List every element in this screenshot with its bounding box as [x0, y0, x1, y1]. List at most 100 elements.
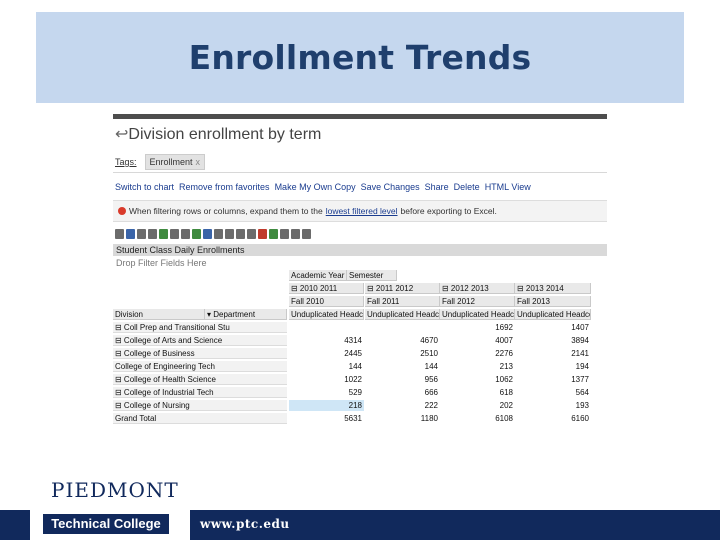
refresh-icon[interactable] — [269, 229, 278, 239]
slide-title: Enrollment Trends — [188, 38, 532, 77]
pivot-cell[interactable]: 1022 — [344, 375, 362, 384]
pivot-cell[interactable]: 618 — [499, 388, 513, 397]
pivot-cell[interactable]: 144 — [424, 362, 438, 371]
remove-from-favorites-link[interactable]: Remove from favorites — [179, 182, 270, 192]
year-column-header[interactable]: ⊟ 2010 2011 — [289, 283, 364, 294]
pivot-cell[interactable]: 529 — [348, 388, 362, 397]
format-icon[interactable] — [247, 229, 256, 239]
sort-icon[interactable] — [170, 229, 179, 239]
drop-filter-zone[interactable]: Drop Filter Fields Here — [116, 258, 207, 268]
warning-icon — [118, 207, 126, 215]
division-row-label[interactable]: ⊟ College of Arts and Science — [113, 335, 287, 346]
pivot-cell[interactable]: 4670 — [420, 336, 438, 345]
division-row-label[interactable]: ⊟ College of Nursing — [113, 400, 287, 411]
pivot-cell[interactable]: 564 — [575, 388, 589, 397]
pivot-cell[interactable]: 956 — [424, 375, 438, 384]
academic-year-field-header[interactable]: Academic Year ▾ — [289, 270, 347, 281]
year-column-header[interactable]: ⊟ 2012 2013 — [440, 283, 515, 294]
division-row-label[interactable]: Grand Total — [113, 413, 287, 424]
pivot-cell[interactable] — [365, 322, 440, 333]
division-row-header[interactable]: Division — [113, 309, 205, 320]
expand-icon[interactable] — [203, 229, 212, 239]
swap-axes-icon[interactable] — [192, 229, 201, 239]
pivot-cell[interactable]: 222 — [424, 401, 438, 410]
pivot-cell[interactable]: 144 — [348, 362, 362, 371]
lowest-filtered-level-link[interactable]: lowest filtered level — [325, 206, 398, 216]
report-title-text: Division enrollment by term — [128, 126, 322, 143]
footer-bar-left — [0, 510, 30, 540]
copy-icon[interactable] — [137, 229, 146, 239]
report-screenshot: ↩Division enrollment by term Tags: Enrol… — [113, 114, 607, 432]
year-column-header[interactable]: ⊟ 2013 2014 — [515, 283, 591, 294]
subtotal-icon[interactable] — [225, 229, 234, 239]
semester-field-header[interactable]: Semester — [347, 270, 397, 281]
pivot-cell[interactable]: 5631 — [344, 414, 362, 423]
clear-filter-icon[interactable] — [258, 229, 267, 239]
tags-label[interactable]: Tags: — [115, 157, 137, 167]
make-my-own-copy-link[interactable]: Make My Own Copy — [274, 182, 356, 192]
switch-to-chart-link[interactable]: Switch to chart — [115, 182, 175, 192]
grid-icon[interactable] — [115, 229, 124, 239]
pivot-cell[interactable]: 194 — [575, 362, 589, 371]
properties-icon[interactable] — [280, 229, 289, 239]
measure-column-header: Unduplicated Headcount — [289, 309, 364, 320]
layout-icon[interactable] — [291, 229, 300, 239]
pivot-cell[interactable]: 218 — [289, 400, 364, 411]
slide-title-band: Enrollment Trends — [36, 12, 684, 103]
pivot-cell[interactable]: 1377 — [571, 375, 589, 384]
term-column-header: Fall 2010 — [289, 296, 364, 307]
filter-icon[interactable] — [181, 229, 190, 239]
pivot-cell[interactable]: 6160 — [571, 414, 589, 423]
pivot-cell[interactable]: 1407 — [571, 323, 589, 332]
footer-bar: www.ptc.edu — [190, 510, 720, 540]
pivot-cell[interactable]: 3894 — [571, 336, 589, 345]
pivot-cell[interactable]: 2141 — [571, 349, 589, 358]
save-changes-link[interactable]: Save Changes — [360, 182, 420, 192]
pivot-cell[interactable]: 666 — [424, 388, 438, 397]
pivot-cell[interactable]: 4007 — [495, 336, 513, 345]
report-title: ↩Division enrollment by term — [115, 124, 321, 144]
pivot-cell[interactable]: 202 — [499, 401, 513, 410]
division-row-label[interactable]: ⊟ Coll Prep and Transitional Stu — [113, 322, 287, 333]
tag-remove-icon[interactable]: x — [195, 157, 201, 167]
division-row-label[interactable]: College of Engineering Tech — [113, 361, 287, 372]
warning-banner: When filtering rows or columns, expand t… — [113, 200, 607, 222]
footer-url: www.ptc.edu — [200, 517, 290, 531]
save-icon[interactable] — [126, 229, 135, 239]
export-excel-icon[interactable] — [159, 229, 168, 239]
pivot-cell[interactable]: 1692 — [495, 323, 513, 332]
back-arrow-icon[interactable]: ↩ — [115, 126, 129, 143]
total-icon[interactable] — [236, 229, 245, 239]
panel-title: Student Class Daily Enrollments — [113, 244, 607, 256]
pivot-cell[interactable]: 1062 — [495, 375, 513, 384]
pivot-cell[interactable]: 4314 — [344, 336, 362, 345]
year-column-header[interactable]: ⊟ 2011 2012 — [365, 283, 440, 294]
pivot-cell[interactable]: 2276 — [495, 349, 513, 358]
logo-name: PIEDMONT — [51, 478, 179, 502]
pivot-cell[interactable] — [289, 322, 364, 333]
pivot-cell[interactable]: 6108 — [495, 414, 513, 423]
measure-column-header: Unduplicated Headcount — [515, 309, 591, 320]
help-icon[interactable] — [302, 229, 311, 239]
pivot-cell[interactable]: 2510 — [420, 349, 438, 358]
term-column-header: Fall 2012 — [440, 296, 515, 307]
pivot-grid: Academic Year ▾ Semester ⊟ 2010 2011 ⊟ 2011… — [113, 270, 607, 432]
pivot-cell[interactable]: 213 — [499, 362, 513, 371]
measure-column-header: Unduplicated Headcount — [365, 309, 440, 320]
delete-link[interactable]: Delete — [453, 182, 480, 192]
pivot-cell[interactable]: 193 — [575, 401, 589, 410]
html-view-link[interactable]: HTML View — [484, 182, 531, 192]
division-row-label[interactable]: ⊟ College of Industrial Tech — [113, 387, 287, 398]
department-row-header[interactable]: ▾ Department — [205, 309, 287, 320]
print-icon[interactable] — [148, 229, 157, 239]
pivot-cell[interactable]: 2445 — [344, 349, 362, 358]
collapse-icon[interactable] — [214, 229, 223, 239]
share-link[interactable]: Share — [424, 182, 449, 192]
tag-chip[interactable]: Enrollment x — [144, 154, 206, 170]
division-row-label[interactable]: ⊟ College of Health Science — [113, 374, 287, 385]
term-column-header: Fall 2011 — [365, 296, 440, 307]
pivot-cell[interactable]: 1180 — [420, 414, 438, 423]
divider — [113, 172, 607, 173]
division-row-label[interactable]: ⊟ College of Business — [113, 348, 287, 359]
term-column-header: Fall 2013 — [515, 296, 591, 307]
